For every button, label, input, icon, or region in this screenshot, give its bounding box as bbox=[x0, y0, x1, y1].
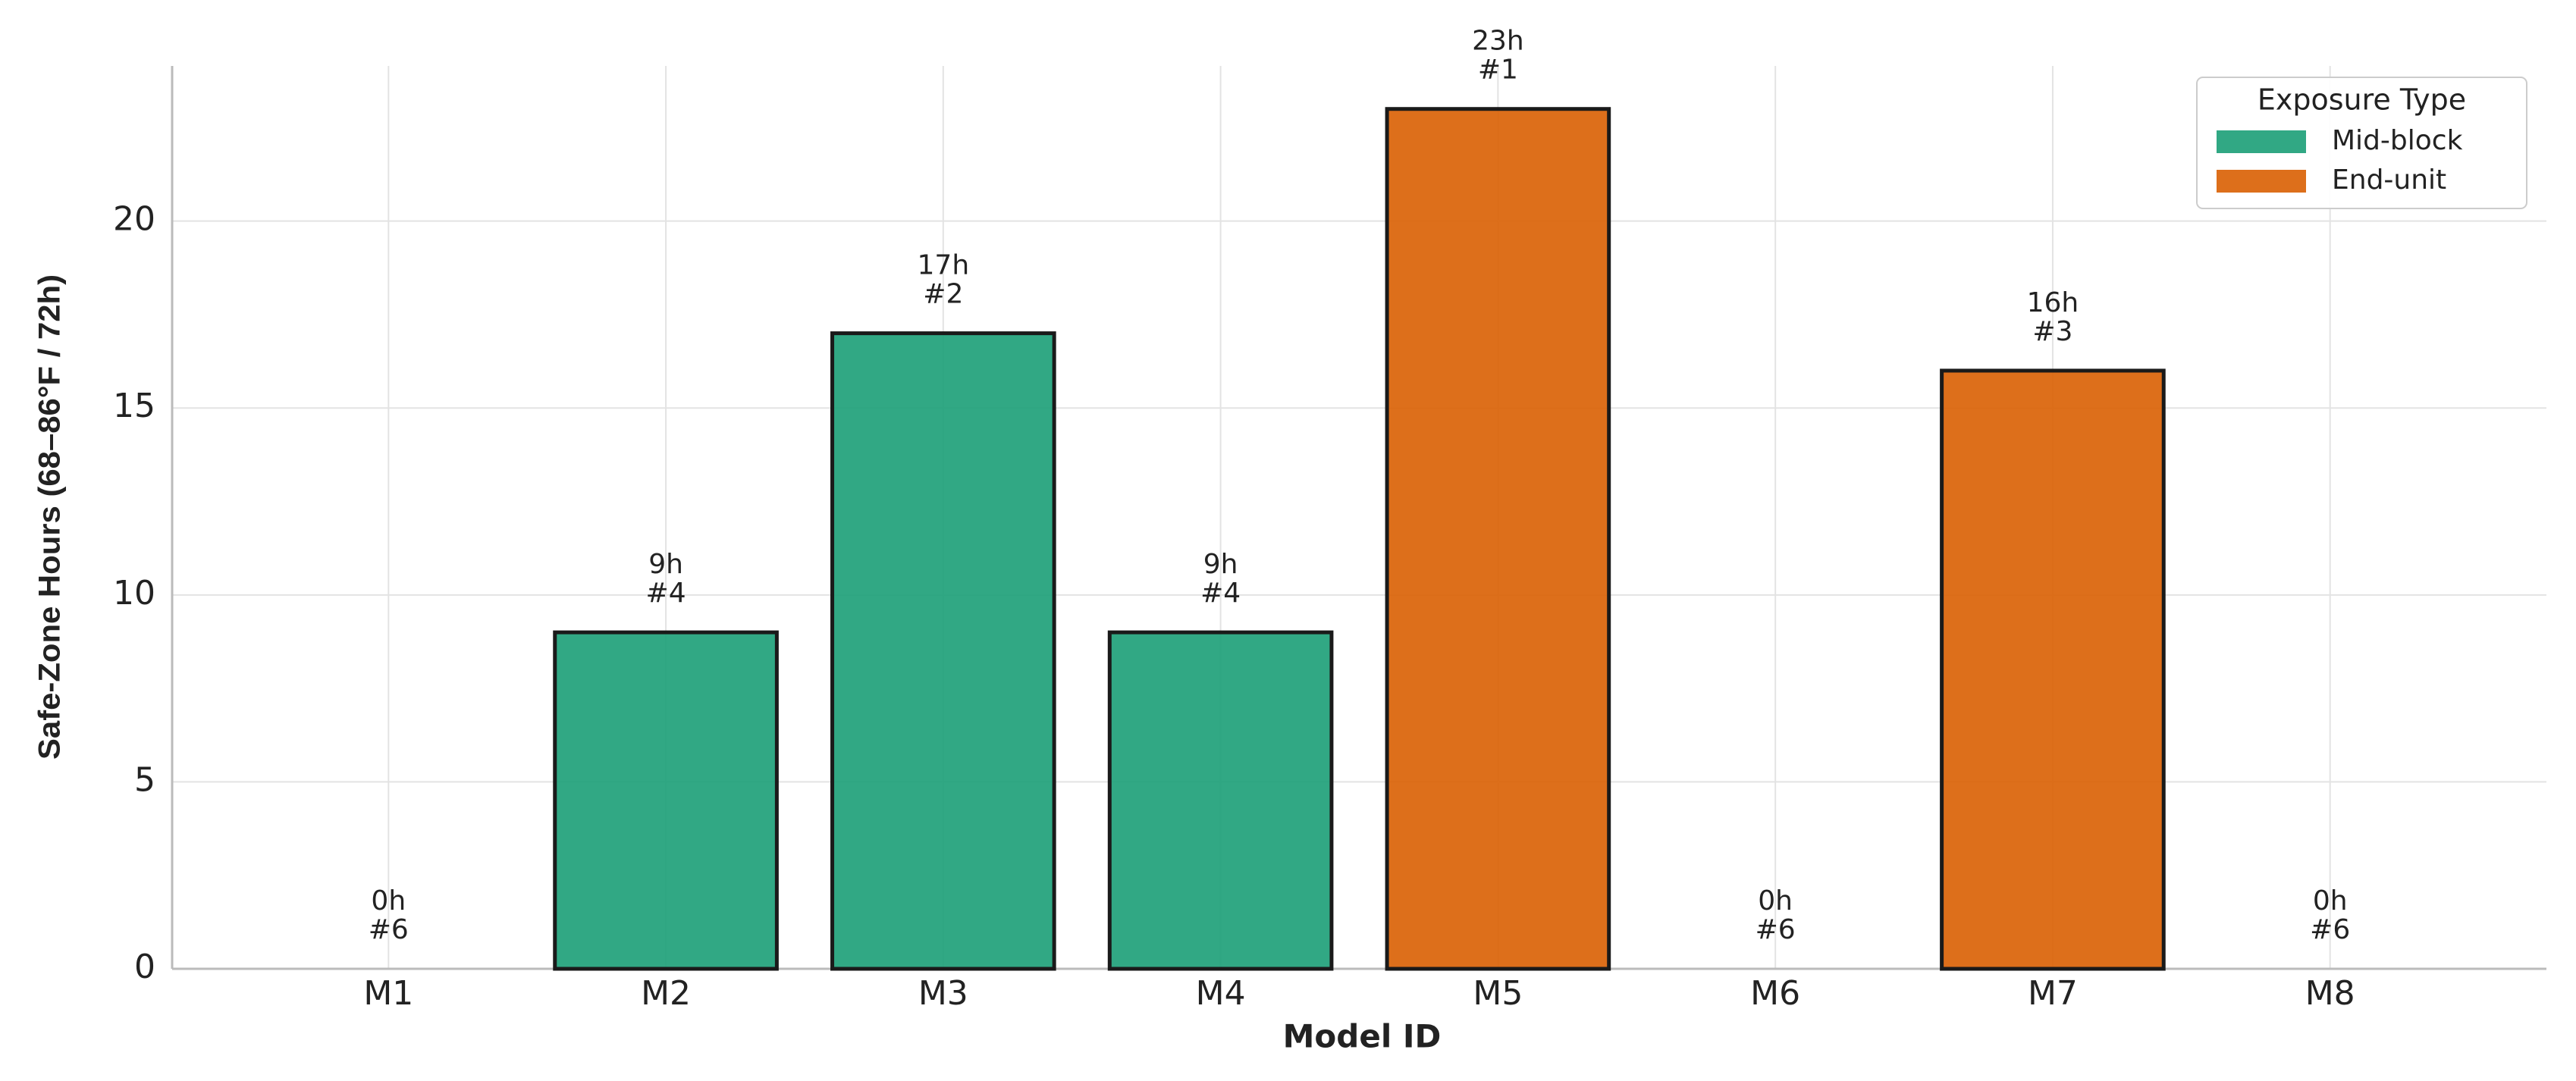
x-tick-label: M1 bbox=[363, 974, 413, 1013]
rank-label: #4 bbox=[646, 578, 686, 609]
value-label: 0h bbox=[2313, 885, 2348, 916]
value-label: 23h bbox=[1472, 26, 1524, 57]
rank-label: #1 bbox=[1478, 55, 1518, 86]
value-label: 9h bbox=[648, 549, 683, 580]
y-tick-label: 20 bbox=[113, 200, 155, 239]
bar bbox=[830, 331, 1056, 971]
rank-label: #6 bbox=[369, 914, 409, 945]
x-tick-label: M7 bbox=[2028, 974, 2078, 1013]
rank-label: #6 bbox=[1756, 914, 1796, 945]
bar bbox=[1940, 368, 2166, 971]
y-axis-label: Safe-Zone Hours (68–86°F / 72h) bbox=[33, 274, 67, 760]
x-tick-label: M2 bbox=[641, 974, 691, 1013]
x-axis-label: Model ID bbox=[1283, 1018, 1442, 1055]
bar bbox=[1107, 630, 1334, 971]
x-tick-label: M5 bbox=[1473, 974, 1523, 1013]
y-tick-label: 15 bbox=[113, 387, 155, 425]
y-tick-label: 5 bbox=[134, 760, 155, 799]
legend-title: Exposure Type bbox=[2258, 83, 2466, 117]
rank-label: #6 bbox=[2310, 914, 2350, 945]
legend-swatch bbox=[2217, 130, 2306, 153]
bar bbox=[1385, 107, 1611, 971]
value-label: 9h bbox=[1203, 549, 1238, 580]
value-label: 17h bbox=[918, 250, 970, 281]
bar bbox=[553, 630, 779, 971]
legend-label: Mid-block bbox=[2332, 125, 2463, 156]
value-label: 16h bbox=[2027, 287, 2079, 318]
legend-label: End-unit bbox=[2332, 164, 2446, 196]
y-tick-label: 0 bbox=[134, 948, 155, 986]
x-tick-label: M6 bbox=[1750, 974, 1800, 1013]
y-tick-label: 10 bbox=[113, 574, 155, 613]
legend-swatch bbox=[2217, 170, 2306, 193]
x-tick-label: M4 bbox=[1196, 974, 1246, 1013]
rank-label: #3 bbox=[2032, 316, 2072, 347]
x-tick-label: M8 bbox=[2305, 974, 2355, 1013]
value-label: 0h bbox=[371, 885, 406, 916]
value-label: 0h bbox=[1758, 885, 1793, 916]
rank-label: #4 bbox=[1200, 578, 1241, 609]
rank-label: #2 bbox=[923, 279, 963, 310]
x-tick-label: M3 bbox=[918, 974, 968, 1013]
